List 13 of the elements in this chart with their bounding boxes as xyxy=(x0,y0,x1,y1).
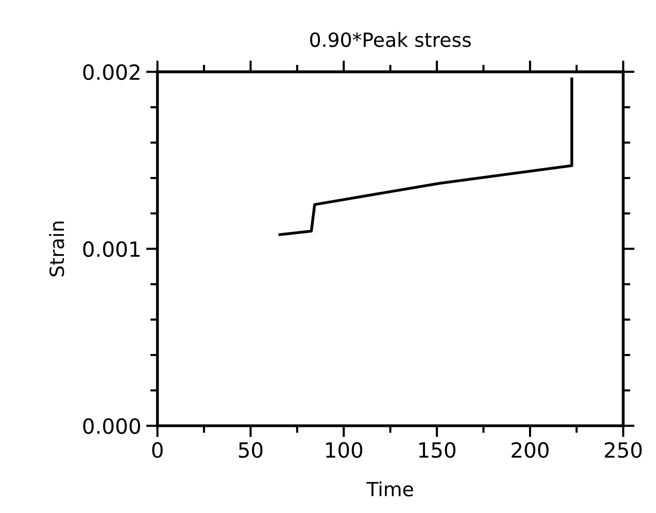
x-tick-label: 50 xyxy=(238,442,262,458)
x-tick-label: 100 xyxy=(326,442,362,458)
line-series xyxy=(278,78,574,236)
y-axis-title: Strain xyxy=(49,222,64,276)
y-tick-label: 0.001 xyxy=(83,241,140,258)
x-axis-title: Time xyxy=(366,481,414,496)
x-tick-label: 0 xyxy=(152,442,163,458)
x-tick-label: 200 xyxy=(512,442,549,458)
y-tick-label: 0.000 xyxy=(83,418,140,434)
x-tick-label: 250 xyxy=(604,442,642,458)
x-tick-label: 150 xyxy=(419,442,456,458)
chart-title: 0.90*Peak stress xyxy=(310,32,471,48)
y-tick-label: 0.002 xyxy=(83,64,140,80)
